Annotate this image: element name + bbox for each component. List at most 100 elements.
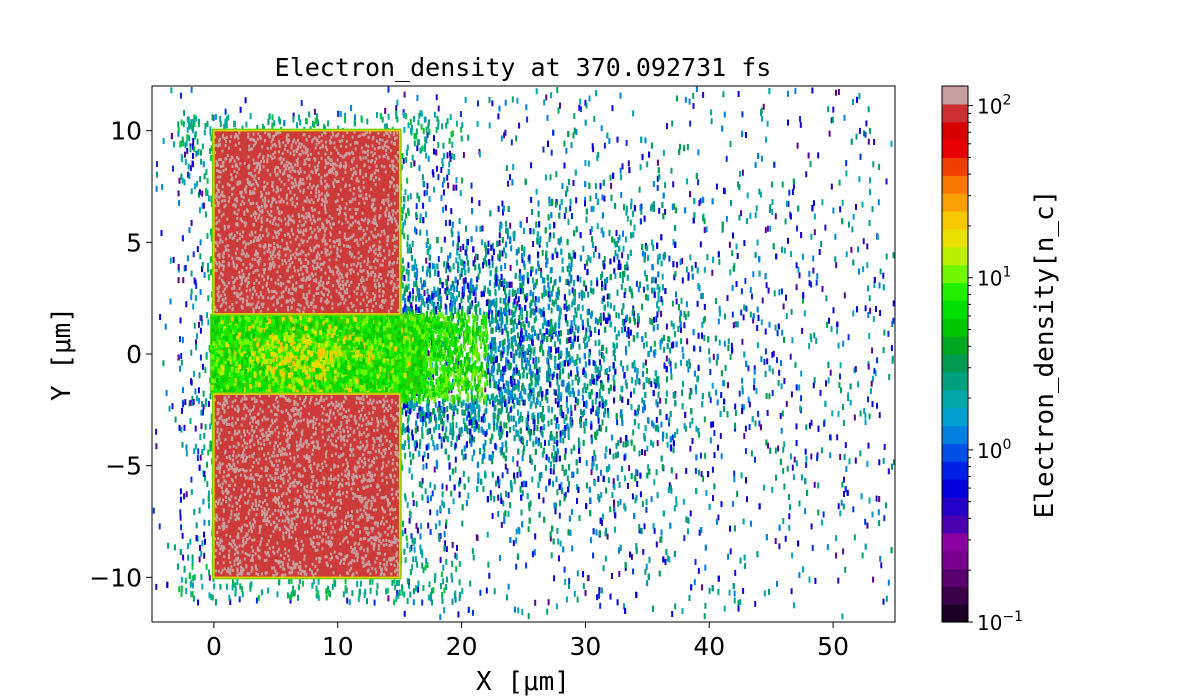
density-cell (795, 284, 798, 291)
density-cell (691, 438, 694, 444)
density-cell (461, 305, 464, 312)
density-cell (538, 366, 541, 373)
density-cell (261, 123, 264, 130)
density-cell (196, 535, 199, 542)
density-cell (810, 336, 813, 343)
density-cell (623, 603, 625, 610)
density-cell (498, 255, 501, 262)
density-cell (588, 95, 591, 102)
density-cell (606, 533, 609, 540)
density-cell (292, 585, 295, 592)
density-cell (418, 443, 421, 450)
density-cell (837, 503, 840, 510)
density-cell (571, 287, 574, 294)
density-cell (437, 119, 440, 126)
density-cell (532, 387, 535, 394)
density-cell (666, 555, 669, 562)
density-cell (858, 176, 861, 183)
density-cell (530, 162, 533, 169)
density-cell (446, 294, 449, 300)
density-cell (474, 305, 477, 312)
density-cell (583, 292, 586, 299)
density-cell (747, 365, 750, 372)
density-cell (193, 121, 196, 127)
density-cell (598, 369, 601, 376)
density-cell (451, 541, 454, 548)
density-cell (643, 404, 646, 411)
density-cell (451, 414, 454, 421)
density-cell (447, 387, 450, 394)
density-cell (643, 256, 646, 263)
density-cell (563, 162, 566, 169)
density-cell (769, 225, 772, 232)
density-cell (299, 577, 301, 584)
density-cell (799, 405, 802, 412)
density-cell (768, 321, 771, 328)
density-cell (811, 544, 814, 551)
density-cell (441, 123, 444, 130)
density-cell (180, 576, 183, 583)
density-cell (184, 265, 187, 271)
density-cell (395, 595, 398, 602)
density-cell (206, 120, 209, 127)
density-cell (541, 451, 544, 458)
density-cell (427, 248, 430, 255)
density-cell (868, 497, 871, 504)
density-cell (694, 384, 697, 391)
density-cell (845, 170, 848, 177)
density-cell (418, 112, 421, 119)
density-cell (505, 380, 508, 387)
density-cell (629, 219, 632, 226)
density-cell (467, 134, 470, 141)
density-cell (712, 353, 715, 360)
density-cell (515, 259, 518, 266)
density-cell (669, 360, 672, 367)
density-cell (181, 136, 184, 143)
density-cell (828, 317, 830, 324)
density-cell (590, 226, 593, 232)
density-cell (780, 360, 782, 367)
density-cell (869, 307, 872, 314)
density-cell (434, 573, 437, 580)
density-cell (558, 512, 561, 519)
density-cell (198, 556, 201, 563)
density-cell (534, 533, 537, 540)
density-cell (572, 179, 575, 186)
density-cell (763, 358, 766, 365)
density-cell (636, 481, 639, 487)
density-cell (764, 371, 767, 377)
density-cell (236, 579, 239, 585)
density-cell (873, 282, 876, 289)
density-cell (882, 272, 885, 279)
density-cell (516, 97, 519, 104)
density-cell (205, 563, 208, 570)
density-cell (714, 298, 717, 304)
density-cell (736, 491, 739, 497)
density-cell (279, 118, 281, 125)
density-cell (621, 252, 624, 259)
density-cell (645, 341, 648, 348)
density-cell (524, 388, 527, 395)
density-cell (614, 526, 616, 533)
density-cell (792, 183, 795, 190)
density-cell (439, 614, 442, 621)
density-cell (535, 268, 538, 275)
density-cell (597, 407, 600, 414)
density-cell (502, 298, 505, 305)
density-cell (169, 298, 172, 305)
density-cell (735, 243, 738, 250)
density-cell (584, 196, 587, 203)
density-cell (364, 588, 367, 595)
density-cell (405, 212, 407, 219)
density-cell (462, 152, 465, 158)
density-cell (446, 152, 449, 159)
density-cell (203, 129, 206, 136)
density-cell (842, 340, 845, 347)
density-cell (460, 271, 463, 277)
density-cell (428, 196, 431, 202)
density-cell (457, 355, 460, 362)
density-cell (521, 416, 524, 423)
density-cell (697, 469, 700, 476)
density-cell (387, 595, 390, 602)
density-cell (487, 361, 490, 368)
